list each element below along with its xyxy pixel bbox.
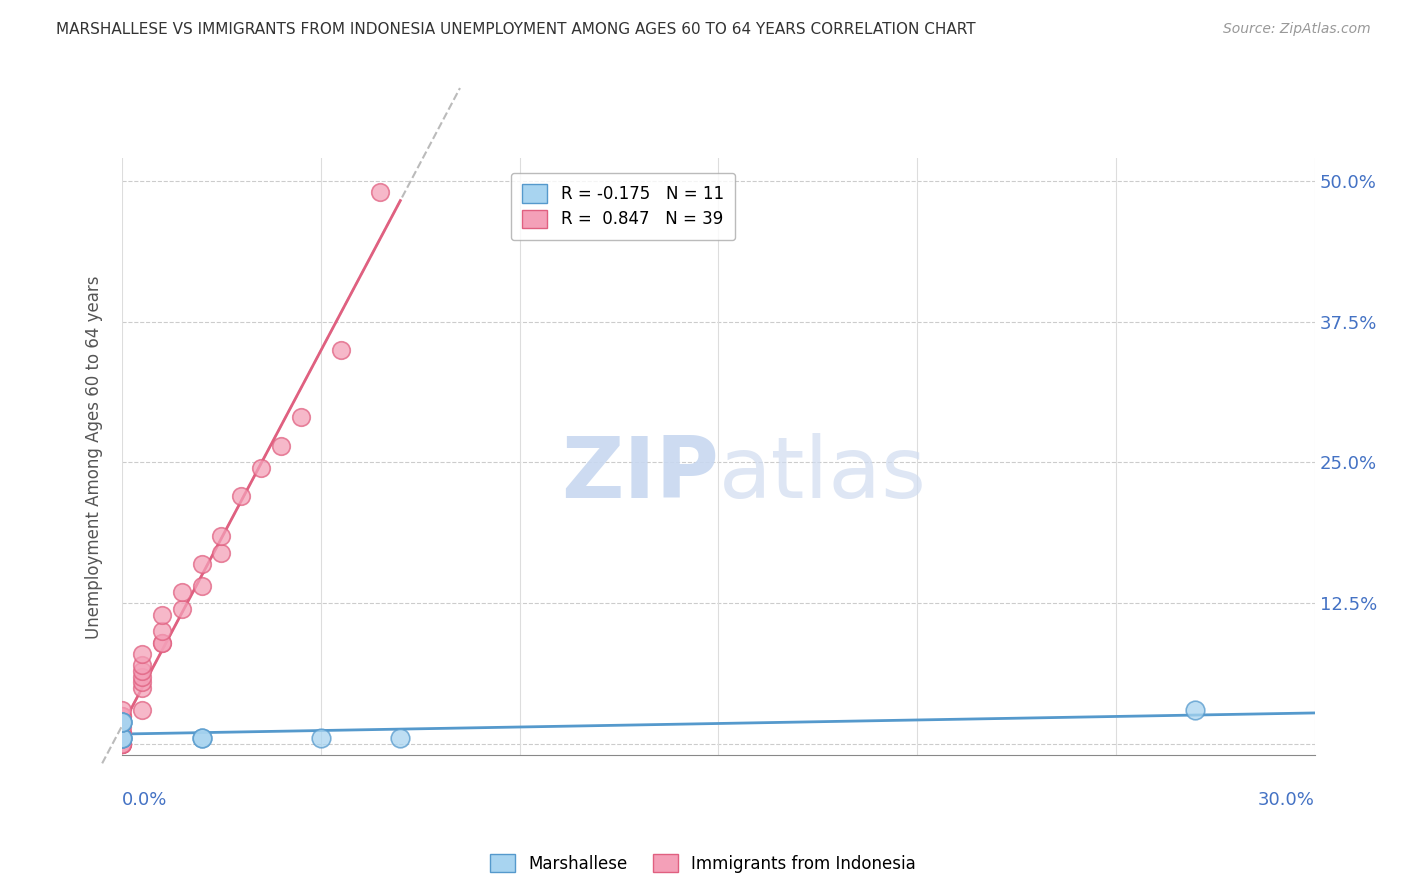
Point <box>131 681 153 695</box>
Point <box>270 439 292 453</box>
Point <box>111 737 134 751</box>
Point <box>111 731 134 746</box>
Point <box>190 579 212 593</box>
Legend: Marshallese, Immigrants from Indonesia: Marshallese, Immigrants from Indonesia <box>484 847 922 880</box>
Point <box>111 731 134 746</box>
Point <box>309 731 332 746</box>
Text: 30.0%: 30.0% <box>1258 791 1315 809</box>
Point <box>290 410 312 425</box>
Point <box>111 714 134 729</box>
Point <box>150 607 173 622</box>
Point <box>111 714 134 729</box>
Text: Source: ZipAtlas.com: Source: ZipAtlas.com <box>1223 22 1371 37</box>
Point <box>111 714 134 729</box>
Point <box>111 737 134 751</box>
Point <box>170 585 193 599</box>
Point <box>329 343 352 357</box>
Point <box>111 731 134 746</box>
Text: 0.0%: 0.0% <box>122 791 167 809</box>
Point <box>131 669 153 683</box>
Point <box>111 726 134 740</box>
Point <box>111 709 134 723</box>
Point <box>150 636 173 650</box>
Point <box>131 647 153 661</box>
Point <box>190 731 212 746</box>
Point <box>111 720 134 734</box>
Point <box>111 731 134 746</box>
Point <box>111 737 134 751</box>
Point <box>190 557 212 571</box>
Text: ZIP: ZIP <box>561 434 718 516</box>
Point <box>150 624 173 639</box>
Point <box>111 737 134 751</box>
Point <box>389 731 412 746</box>
Point <box>111 731 134 746</box>
Point <box>131 658 153 673</box>
Point <box>111 731 134 746</box>
Y-axis label: Unemployment Among Ages 60 to 64 years: Unemployment Among Ages 60 to 64 years <box>86 275 103 639</box>
Point <box>111 709 134 723</box>
Point <box>190 731 212 746</box>
Point <box>170 602 193 616</box>
Point <box>111 737 134 751</box>
Point <box>111 714 134 729</box>
Point <box>131 675 153 690</box>
Point <box>111 731 134 746</box>
Point <box>150 636 173 650</box>
Text: atlas: atlas <box>718 434 927 516</box>
Point <box>111 726 134 740</box>
Point <box>250 461 273 475</box>
Point <box>131 664 153 678</box>
Point <box>209 546 232 560</box>
Point <box>209 529 232 543</box>
Point <box>1184 703 1206 717</box>
Text: MARSHALLESE VS IMMIGRANTS FROM INDONESIA UNEMPLOYMENT AMONG AGES 60 TO 64 YEARS : MARSHALLESE VS IMMIGRANTS FROM INDONESIA… <box>56 22 976 37</box>
Point <box>111 703 134 717</box>
Point <box>370 185 392 199</box>
Legend: R = -0.175   N = 11, R =  0.847   N = 39: R = -0.175 N = 11, R = 0.847 N = 39 <box>510 173 735 240</box>
Point <box>131 703 153 717</box>
Point <box>231 489 253 503</box>
